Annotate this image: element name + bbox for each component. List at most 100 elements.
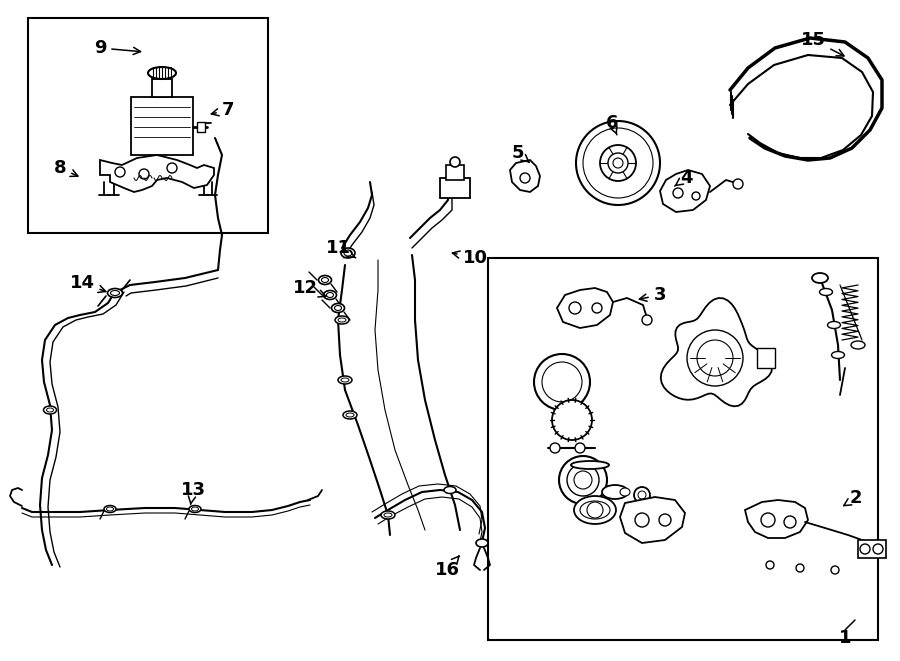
Bar	[757, 348, 775, 368]
Ellipse shape	[620, 488, 630, 496]
Circle shape	[534, 354, 590, 410]
Ellipse shape	[111, 290, 120, 295]
Ellipse shape	[43, 406, 57, 414]
Ellipse shape	[384, 513, 392, 517]
Bar	[152, 79, 172, 97]
Ellipse shape	[148, 67, 176, 79]
Polygon shape	[557, 288, 613, 328]
Text: 8: 8	[54, 159, 78, 177]
Text: 10: 10	[453, 249, 488, 267]
Circle shape	[550, 443, 560, 453]
Ellipse shape	[444, 486, 456, 494]
Circle shape	[592, 303, 602, 313]
Circle shape	[567, 464, 599, 496]
Circle shape	[115, 167, 125, 177]
Text: 2: 2	[843, 489, 862, 507]
Text: 6: 6	[606, 114, 618, 135]
Ellipse shape	[338, 318, 346, 322]
Ellipse shape	[381, 511, 395, 519]
Circle shape	[642, 315, 652, 325]
Bar	[197, 122, 205, 132]
Ellipse shape	[341, 378, 349, 382]
Circle shape	[860, 544, 870, 554]
Circle shape	[587, 502, 603, 518]
Circle shape	[542, 362, 582, 402]
Circle shape	[613, 158, 623, 168]
Polygon shape	[661, 298, 772, 407]
Ellipse shape	[192, 507, 199, 511]
Circle shape	[139, 169, 149, 179]
Text: 16: 16	[435, 556, 460, 579]
Ellipse shape	[107, 288, 122, 297]
Circle shape	[692, 192, 700, 200]
Ellipse shape	[851, 341, 865, 349]
Circle shape	[634, 487, 650, 503]
Text: 14: 14	[69, 274, 106, 292]
Ellipse shape	[571, 461, 609, 469]
Bar	[488, 258, 878, 640]
Bar	[131, 97, 193, 155]
Ellipse shape	[189, 506, 201, 512]
Text: 11: 11	[326, 239, 356, 258]
Circle shape	[167, 163, 177, 173]
Circle shape	[766, 561, 774, 569]
Circle shape	[520, 173, 530, 183]
Text: 13: 13	[181, 481, 205, 504]
Text: 15: 15	[800, 31, 844, 56]
Circle shape	[873, 544, 883, 554]
Ellipse shape	[343, 411, 357, 419]
Circle shape	[638, 491, 646, 499]
Polygon shape	[730, 38, 882, 160]
Circle shape	[784, 516, 796, 528]
Circle shape	[673, 188, 683, 198]
Ellipse shape	[321, 278, 328, 282]
Circle shape	[796, 564, 804, 572]
Ellipse shape	[827, 321, 841, 329]
Circle shape	[552, 400, 592, 440]
Circle shape	[600, 145, 636, 181]
Text: 5: 5	[512, 144, 529, 163]
Ellipse shape	[346, 413, 354, 417]
Circle shape	[687, 330, 743, 386]
Polygon shape	[660, 170, 710, 212]
Ellipse shape	[331, 303, 345, 313]
Text: 12: 12	[292, 279, 326, 297]
Bar	[858, 540, 886, 558]
Text: 7: 7	[212, 101, 234, 119]
Ellipse shape	[47, 408, 53, 412]
Ellipse shape	[338, 376, 352, 384]
Circle shape	[576, 121, 660, 205]
Circle shape	[608, 153, 628, 173]
Bar	[446, 165, 464, 180]
Bar	[440, 178, 470, 198]
Ellipse shape	[327, 293, 334, 297]
Text: 3: 3	[639, 286, 666, 304]
Ellipse shape	[341, 248, 355, 258]
Text: 4: 4	[675, 169, 692, 187]
Ellipse shape	[335, 305, 341, 311]
Ellipse shape	[323, 290, 337, 299]
Circle shape	[583, 128, 653, 198]
Ellipse shape	[106, 507, 113, 511]
Text: 1: 1	[839, 629, 851, 647]
Ellipse shape	[820, 288, 832, 295]
Circle shape	[574, 471, 592, 489]
Ellipse shape	[602, 485, 628, 499]
Bar	[28, 18, 268, 233]
Circle shape	[761, 513, 775, 527]
Circle shape	[733, 179, 743, 189]
Polygon shape	[510, 160, 540, 192]
Circle shape	[559, 456, 607, 504]
Ellipse shape	[476, 539, 488, 547]
Polygon shape	[100, 155, 214, 192]
Ellipse shape	[832, 352, 844, 358]
Circle shape	[831, 566, 839, 574]
Ellipse shape	[319, 276, 331, 284]
Circle shape	[659, 514, 671, 526]
Ellipse shape	[335, 316, 349, 324]
Ellipse shape	[104, 506, 116, 512]
Ellipse shape	[580, 501, 610, 519]
Ellipse shape	[812, 273, 828, 283]
Text: 9: 9	[94, 39, 140, 57]
Circle shape	[575, 443, 585, 453]
